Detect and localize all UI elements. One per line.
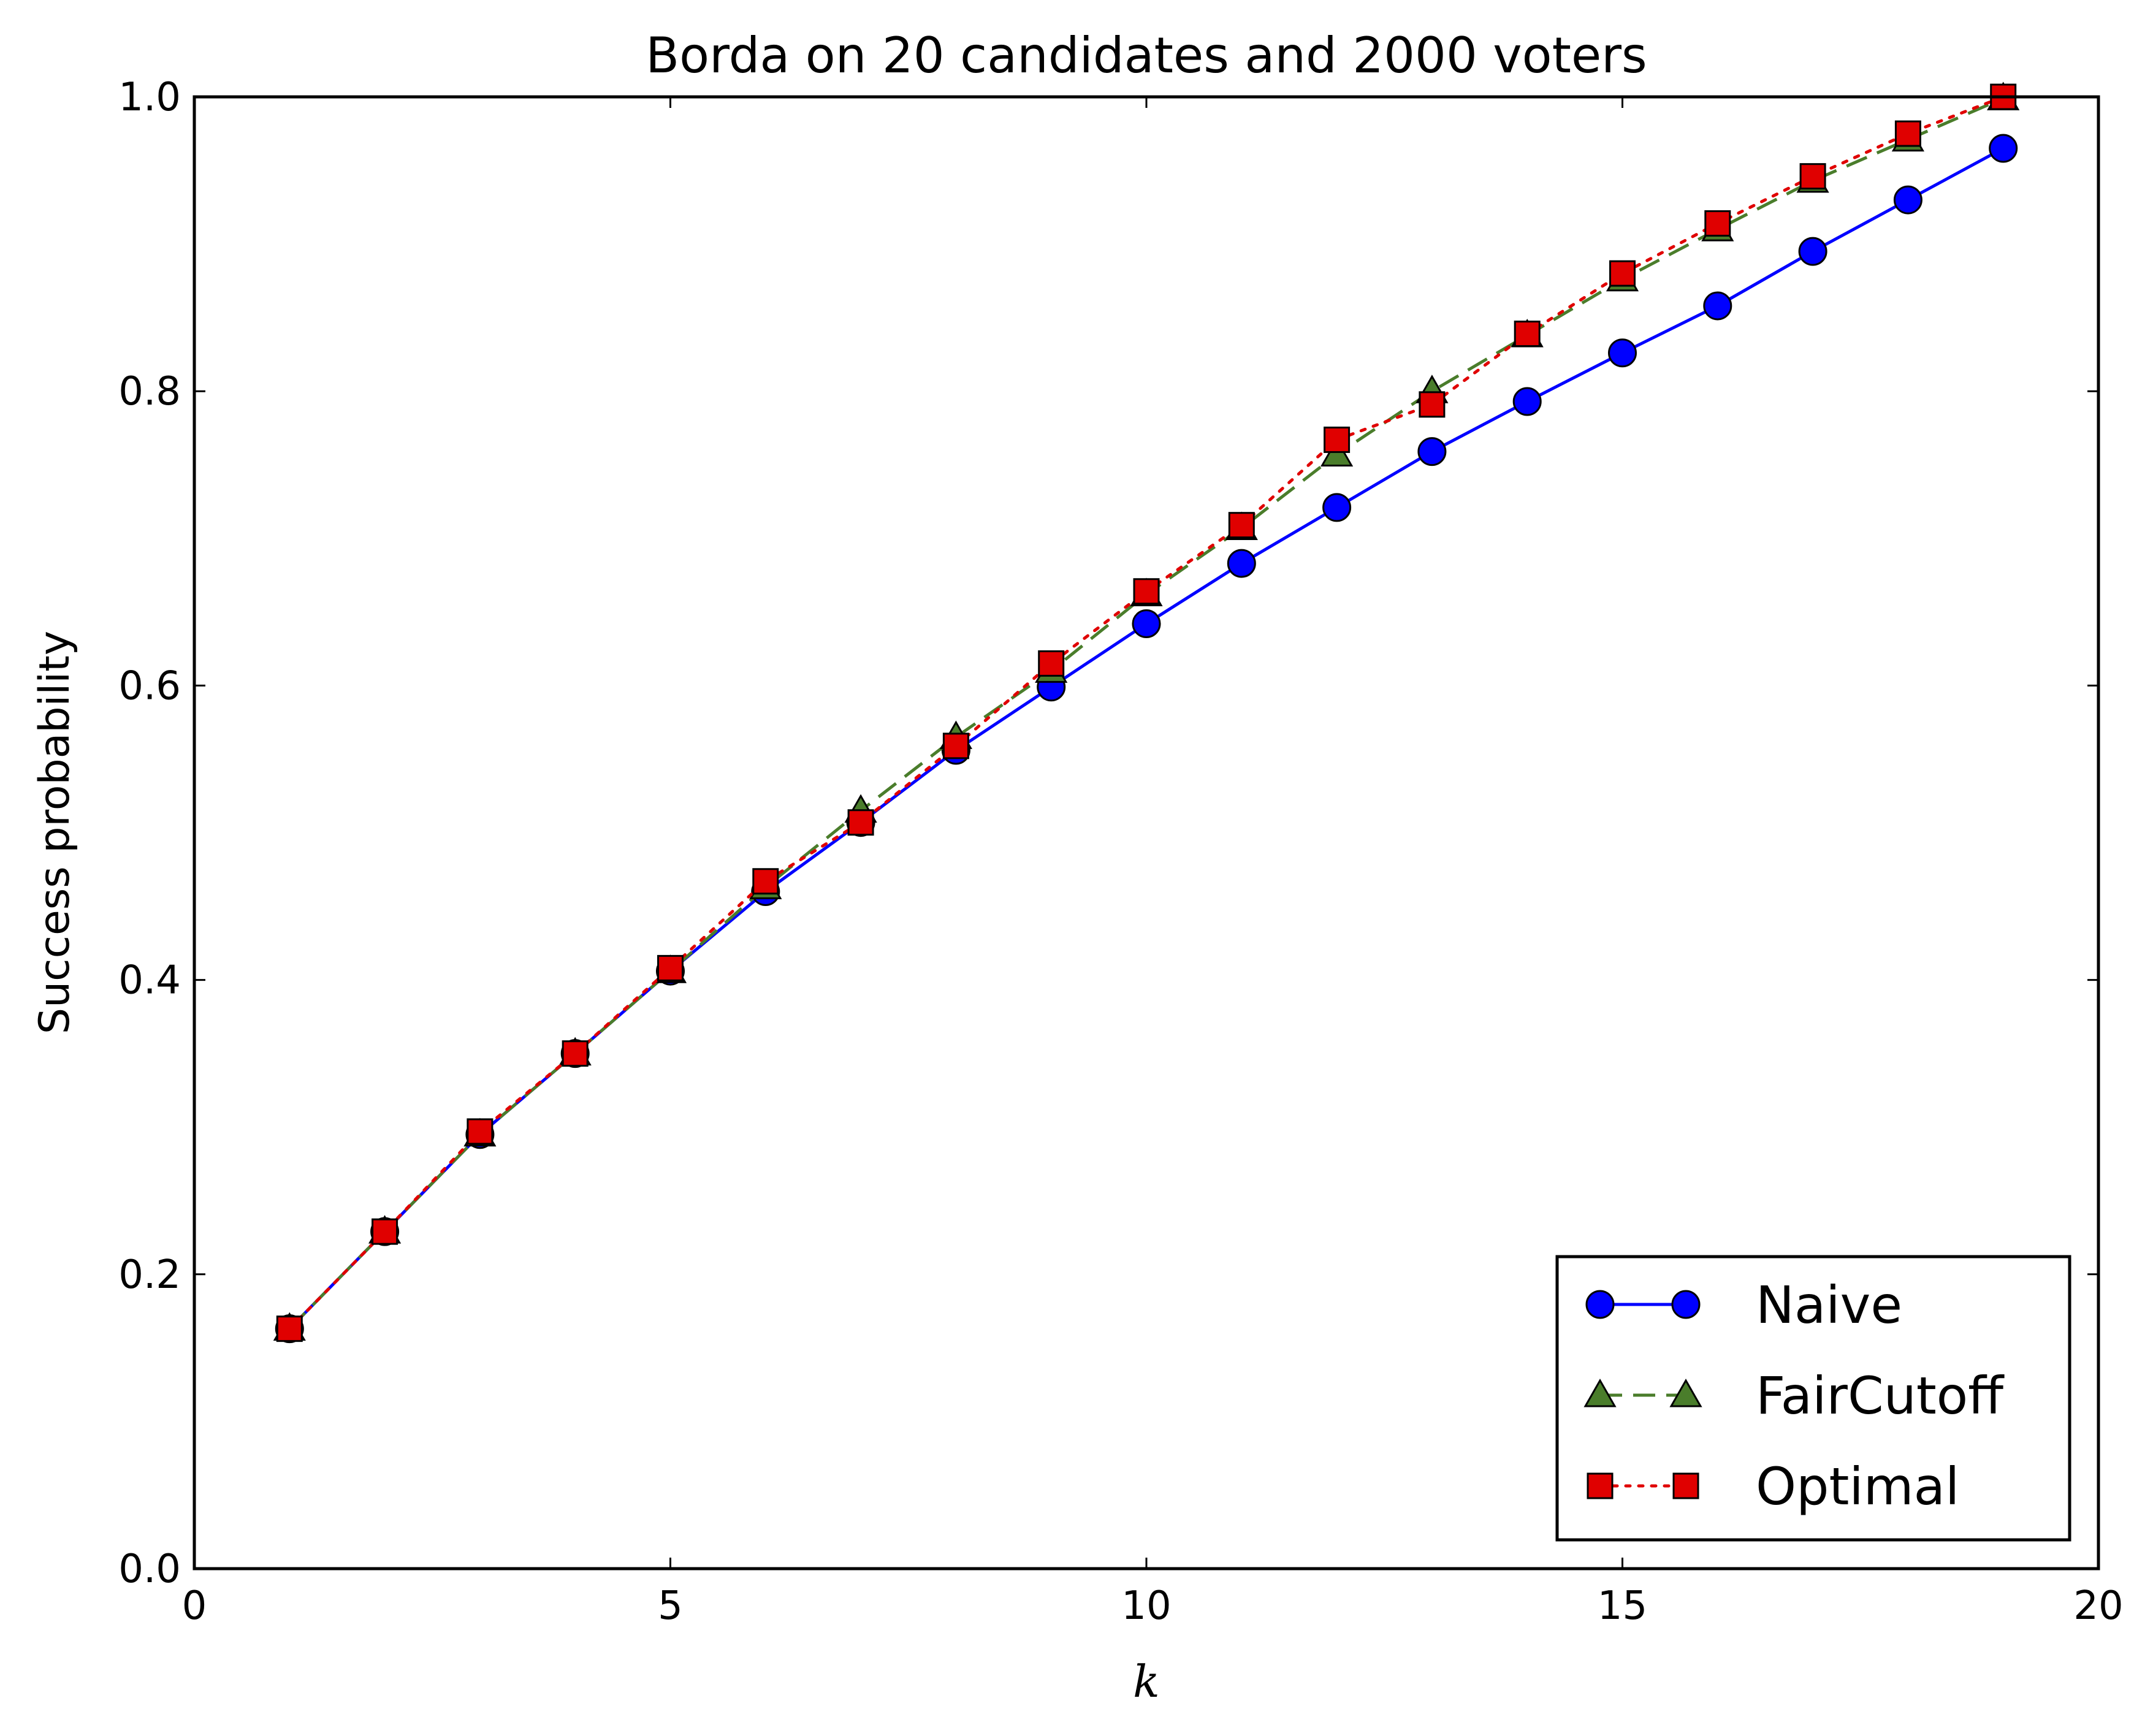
x-tick-label: 20 <box>2073 1583 2123 1629</box>
x-tick-label: 10 <box>1121 1583 1171 1629</box>
data-point-naive <box>1608 338 1637 368</box>
data-point-optimal <box>1133 578 1160 605</box>
y-axis-label: Success probability <box>31 631 79 1034</box>
data-point-optimal <box>1799 163 1826 190</box>
data-point-optimal <box>657 954 684 981</box>
y-tick-label: 1.0 <box>118 75 181 120</box>
data-point-naive <box>1798 237 1827 266</box>
x-tick-label: 15 <box>1598 1583 1647 1629</box>
data-point-naive <box>1893 185 1922 215</box>
x-tick-label: 5 <box>658 1583 683 1629</box>
series-optimal <box>276 83 2017 1342</box>
data-point-naive <box>1322 493 1352 522</box>
data-point-optimal <box>1419 391 1446 418</box>
y-tick-label: 0.2 <box>118 1252 181 1298</box>
legend-marker-faircutoff <box>1583 1378 1617 1407</box>
data-point-optimal <box>562 1040 589 1067</box>
axis-ticks: 0 5 10 15 20 0.0 0.2 0.4 0.6 0.8 1.0 <box>118 75 2124 1629</box>
data-point-naive <box>1417 437 1447 466</box>
data-point-naive <box>1227 549 1256 578</box>
data-point-optimal <box>847 809 874 836</box>
data-point-optimal <box>1324 426 1351 453</box>
data-point-optimal <box>942 733 969 760</box>
data-point-naive <box>1132 609 1161 639</box>
plot-area <box>273 82 2020 1344</box>
data-point-naive <box>1512 387 1542 416</box>
legend-label-optimal: Optimal <box>1756 1456 1959 1517</box>
data-point-optimal <box>752 868 779 895</box>
y-tick-label: 0.8 <box>118 369 181 414</box>
chart-title: Borda on 20 candidates and 2000 voters <box>646 27 1647 84</box>
data-point-optimal <box>1704 210 1731 237</box>
data-point-optimal <box>1609 260 1636 287</box>
legend-label-naive: Naive <box>1756 1275 1902 1335</box>
data-point-optimal <box>1228 512 1255 539</box>
legend: Naive FairCutoff Optimal <box>1555 1255 2071 1542</box>
y-tick-label: 0.4 <box>118 958 181 1003</box>
legend-marker-naive <box>1585 1290 1615 1319</box>
x-axis-label: k <box>1133 1656 1160 1707</box>
data-point-optimal <box>276 1315 303 1342</box>
x-tick-label: 0 <box>182 1583 207 1629</box>
data-point-optimal <box>1514 321 1541 348</box>
data-point-optimal <box>1038 650 1065 677</box>
legend-label-faircutoff: FairCutoff <box>1756 1366 2005 1426</box>
legend-marker-faircutoff <box>1669 1378 1702 1407</box>
data-point-naive <box>1989 134 2018 163</box>
data-point-optimal <box>467 1118 493 1145</box>
data-point-optimal <box>1894 120 1921 147</box>
data-point-naive <box>1703 291 1732 321</box>
legend-marker-optimal <box>1672 1472 1699 1499</box>
y-tick-label: 0.0 <box>118 1547 181 1592</box>
data-point-optimal <box>372 1218 398 1245</box>
legend-marker-naive <box>1671 1290 1701 1319</box>
legend-marker-optimal <box>1587 1472 1614 1499</box>
y-tick-label: 0.6 <box>118 663 181 709</box>
